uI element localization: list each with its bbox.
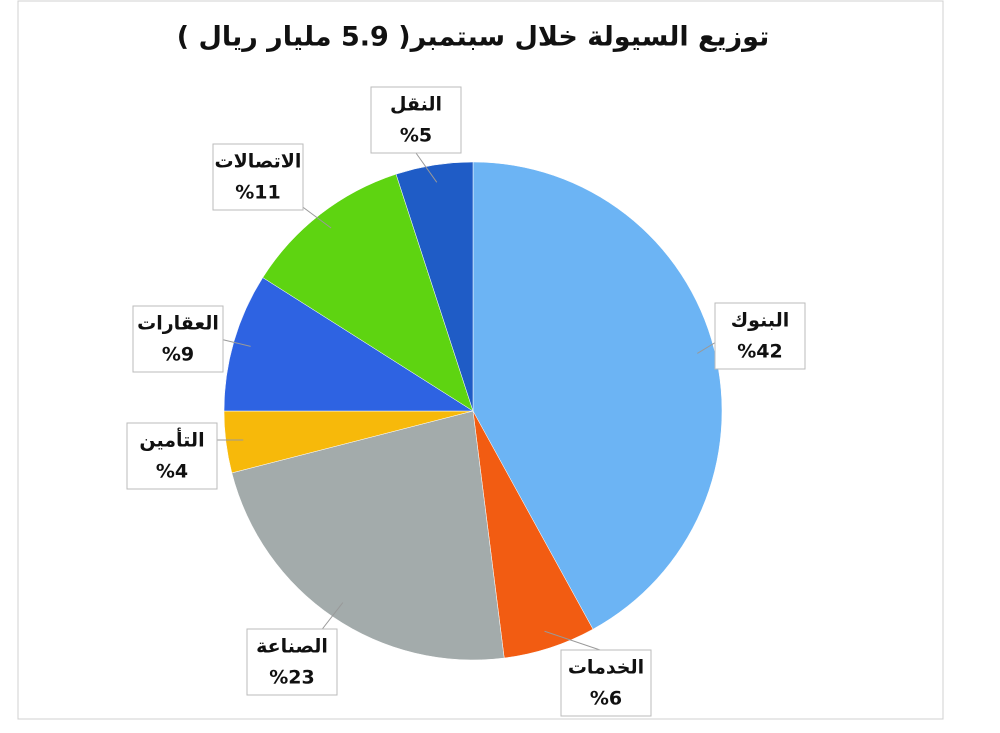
- category-label: العقارات: [137, 313, 219, 335]
- leader-line: [415, 152, 438, 183]
- value-label: %4: [156, 461, 188, 483]
- value-label: %5: [400, 125, 432, 147]
- pie-slice: [231, 410, 505, 661]
- label-box: [714, 302, 806, 370]
- category-label: النقل: [390, 94, 442, 116]
- pie-slice: [223, 277, 474, 412]
- leader-line: [544, 630, 607, 653]
- category-label: التأمين: [139, 428, 204, 452]
- labels: البنوك %42 الخدمات %6 الصناعة %23 التأمين %4 الع…: [126, 86, 806, 717]
- label-box: [126, 422, 218, 490]
- label-box: [370, 86, 462, 154]
- pie-slice: [262, 173, 474, 412]
- value-label: %9: [162, 344, 194, 366]
- leader-line: [299, 204, 332, 229]
- label-box: [560, 649, 652, 717]
- category-label: الخدمات: [568, 657, 644, 679]
- chart-title: توزيع السيولة خلال سبتمبر( 5.9 مليار ريا…: [177, 22, 769, 53]
- category-label: الصناعة: [256, 636, 328, 658]
- value-label: %23: [269, 667, 314, 689]
- pie-slice: [395, 161, 474, 412]
- label-box: [132, 305, 224, 373]
- leader-line: [319, 602, 344, 633]
- pie: [223, 161, 723, 661]
- label-box: [246, 628, 338, 696]
- value-label: %42: [737, 341, 782, 363]
- value-label: %11: [235, 182, 280, 204]
- category-label: الاتصالات: [215, 151, 302, 173]
- pie-slice: [472, 161, 723, 630]
- leader-line: [219, 338, 251, 347]
- label-box: [212, 143, 304, 211]
- category-label: البنوك: [731, 310, 789, 332]
- value-label: %6: [590, 688, 622, 710]
